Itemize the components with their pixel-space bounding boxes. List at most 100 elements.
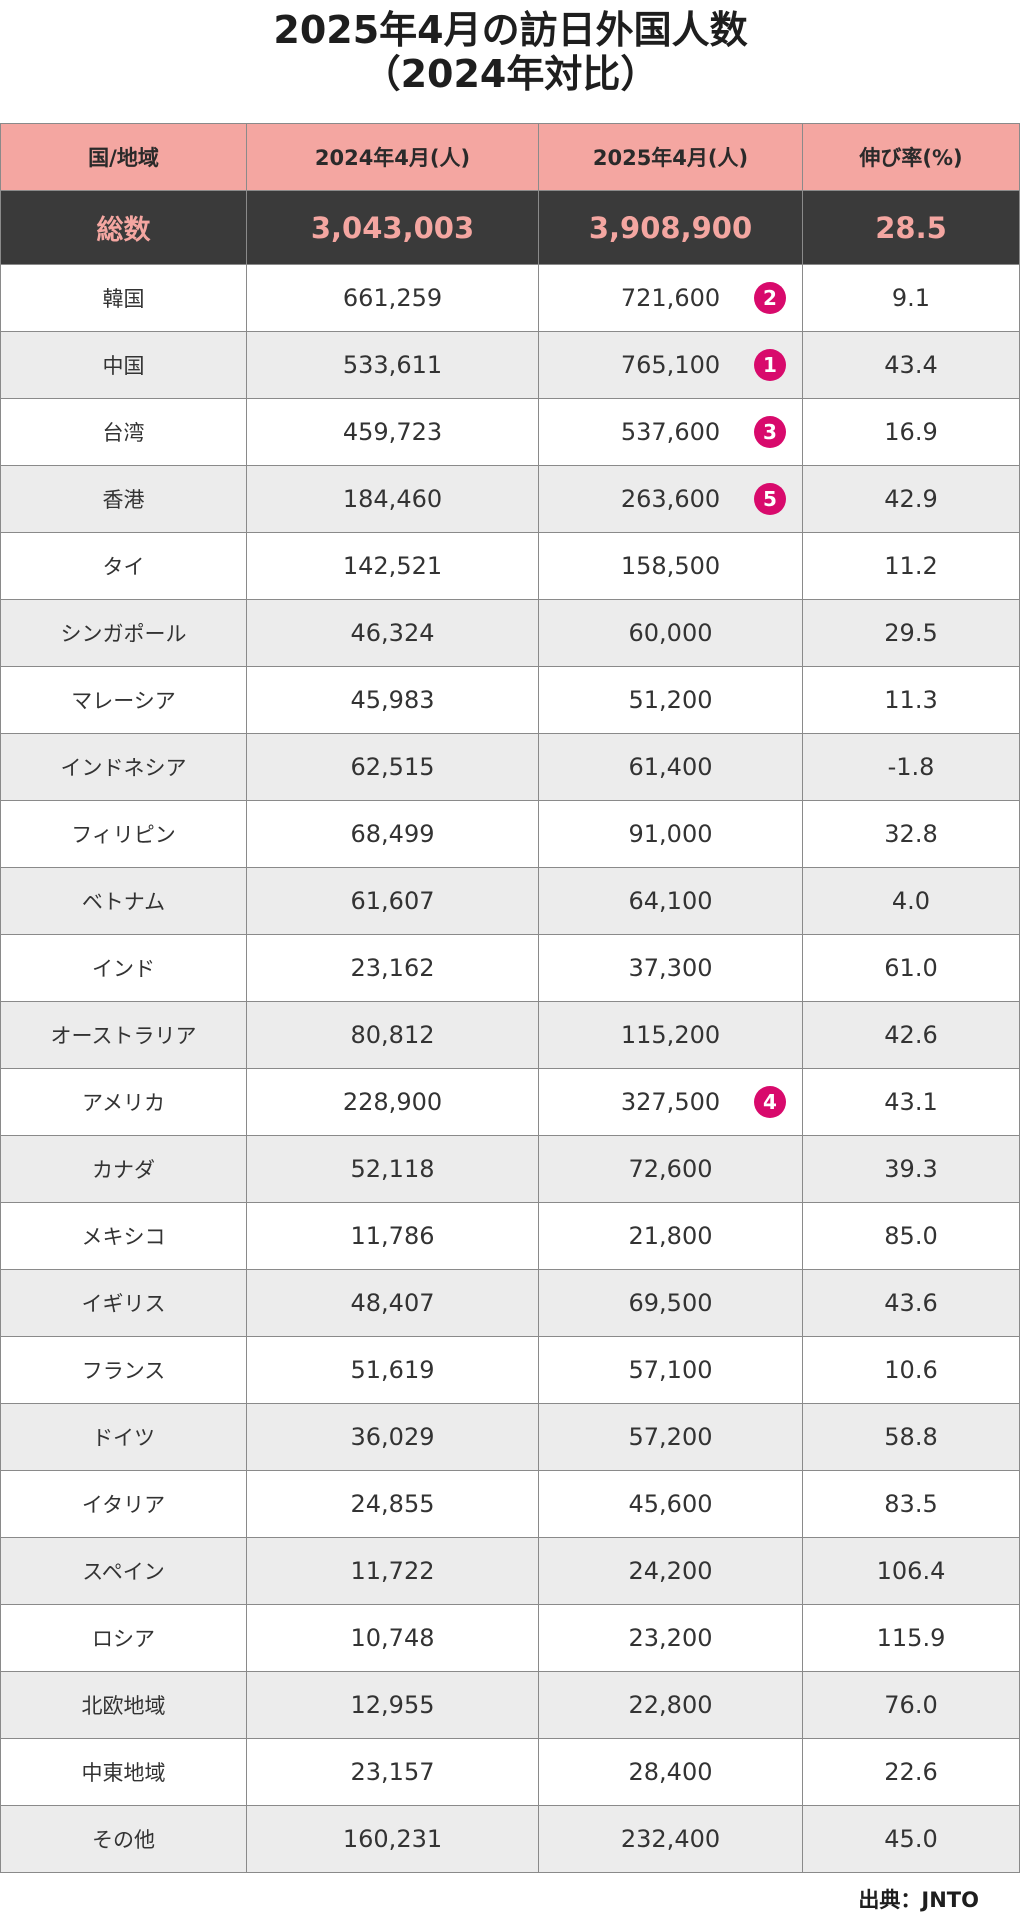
value-2025: 537,600 [620,418,721,446]
region-name: スペイン [0,1537,247,1605]
value-2024: 51,619 [246,1336,539,1404]
region-name: 台湾 [0,398,247,466]
region-name: フィリピン [0,800,247,868]
value-2025-cell: 91,000 [538,800,803,868]
value-2025: 23,200 [628,1624,713,1652]
growth-rate: 58.8 [802,1403,1020,1471]
value-2025: 61,400 [628,753,713,781]
table-row: その他 160,231 232,400 45.0 [0,1805,1020,1873]
value-2024: 48,407 [246,1269,539,1337]
table-row: インド 23,162 37,300 61.0 [0,934,1020,1002]
table-header-row: 国/地域 2024年4月(人) 2025年4月(人) 伸び率(%) [0,123,1020,191]
total-2024: 3,043,003 [246,190,539,265]
table-row: 香港 184,460 263,600 5 42.9 [0,465,1020,533]
value-2025-cell: 22,800 [538,1671,803,1739]
growth-rate: 43.1 [802,1068,1020,1136]
growth-rate: 115.9 [802,1604,1020,1672]
table-row: インドネシア 62,515 61,400 -1.8 [0,733,1020,801]
table-row: 中国 533,611 765,100 1 43.4 [0,331,1020,399]
table-row: シンガポール 46,324 60,000 29.5 [0,599,1020,667]
growth-rate: 11.2 [802,532,1020,600]
region-name: アメリカ [0,1068,247,1136]
value-2025-cell: 72,600 [538,1135,803,1203]
growth-rate: 16.9 [802,398,1020,466]
table-row: イタリア 24,855 45,600 83.5 [0,1470,1020,1538]
header-2025: 2025年4月(人) [538,123,803,191]
region-name: タイ [0,532,247,600]
growth-rate: 22.6 [802,1738,1020,1806]
growth-rate: 83.5 [802,1470,1020,1538]
region-name: 北欧地域 [0,1671,247,1739]
table-row: イギリス 48,407 69,500 43.6 [0,1269,1020,1337]
region-name: フランス [0,1336,247,1404]
value-2024: 61,607 [246,867,539,935]
value-2025: 115,200 [620,1021,721,1049]
growth-rate: 45.0 [802,1805,1020,1873]
value-2025: 158,500 [620,552,721,580]
source-credit: 出典：JNTO [858,1888,979,1912]
growth-rate: 85.0 [802,1202,1020,1270]
value-2025: 22,800 [628,1691,713,1719]
value-2025-cell: 57,100 [538,1336,803,1404]
region-name: 香港 [0,465,247,533]
value-2025: 24,200 [628,1557,713,1585]
value-2024: 10,748 [246,1604,539,1672]
value-2025-cell: 23,200 [538,1604,803,1672]
table-row: タイ 142,521 158,500 11.2 [0,532,1020,600]
value-2025-cell: 37,300 [538,934,803,1002]
total-label: 総数 [0,190,247,265]
value-2024: 36,029 [246,1403,539,1471]
region-name: イギリス [0,1269,247,1337]
total-row: 総数 3,043,003 3,908,900 28.5 [0,190,1020,265]
value-2024: 160,231 [246,1805,539,1873]
value-2025-cell: 158,500 [538,532,803,600]
title-block: 2025年4月の訪日外国人数 （2024年対比） [0,0,1021,110]
table-row: フィリピン 68,499 91,000 32.8 [0,800,1020,868]
table-row: オーストラリア 80,812 115,200 42.6 [0,1001,1020,1069]
table-row: フランス 51,619 57,100 10.6 [0,1336,1020,1404]
growth-rate: 4.0 [802,867,1020,935]
table-row: ベトナム 61,607 64,100 4.0 [0,867,1020,935]
table-row: 韓国 661,259 721,600 2 9.1 [0,264,1020,332]
value-2025: 51,200 [628,686,713,714]
page-title: 2025年4月の訪日外国人数 [273,8,748,52]
region-name: メキシコ [0,1202,247,1270]
value-2025: 91,000 [628,820,713,848]
value-2025-cell: 57,200 [538,1403,803,1471]
value-2024: 184,460 [246,465,539,533]
value-2025-cell: 51,200 [538,666,803,734]
region-name: ドイツ [0,1403,247,1471]
value-2025: 60,000 [628,619,713,647]
rank-badge: 5 [754,483,786,515]
growth-rate: 11.3 [802,666,1020,734]
total-growth: 28.5 [802,190,1020,265]
value-2024: 52,118 [246,1135,539,1203]
value-2025: 21,800 [628,1222,713,1250]
table-row: マレーシア 45,983 51,200 11.3 [0,666,1020,734]
growth-rate: 61.0 [802,934,1020,1002]
table-row: アメリカ 228,900 327,500 4 43.1 [0,1068,1020,1136]
value-2024: 80,812 [246,1001,539,1069]
growth-rate: 42.6 [802,1001,1020,1069]
value-2025: 57,100 [628,1356,713,1384]
value-2025: 232,400 [620,1825,721,1853]
value-2025-cell: 721,600 2 [538,264,803,332]
growth-rate: 29.5 [802,599,1020,667]
growth-rate: 9.1 [802,264,1020,332]
value-2025: 765,100 [620,351,721,379]
region-name: 中国 [0,331,247,399]
value-2024: 661,259 [246,264,539,332]
growth-rate: 42.9 [802,465,1020,533]
region-name: その他 [0,1805,247,1873]
value-2025-cell: 28,400 [538,1738,803,1806]
region-name: オーストラリア [0,1001,247,1069]
header-growth: 伸び率(%) [802,123,1020,191]
value-2025-cell: 69,500 [538,1269,803,1337]
growth-rate: 43.6 [802,1269,1020,1337]
value-2025: 327,500 [620,1088,721,1116]
region-name: シンガポール [0,599,247,667]
rank-badge: 3 [754,416,786,448]
value-2025: 72,600 [628,1155,713,1183]
value-2025-cell: 21,800 [538,1202,803,1270]
value-2025: 37,300 [628,954,713,982]
